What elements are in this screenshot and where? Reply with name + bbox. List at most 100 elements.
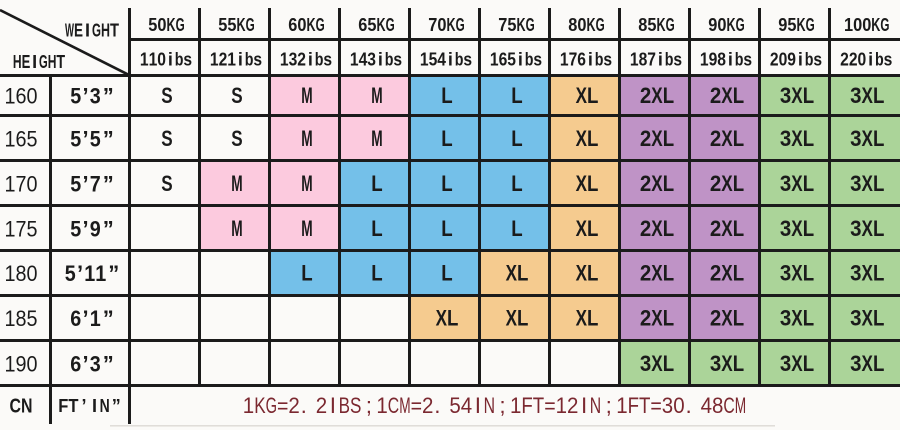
svg-text:M: M	[301, 171, 312, 196]
svg-text:s: s	[884, 50, 893, 70]
svg-text:T: T	[68, 396, 78, 416]
svg-text:L: L	[803, 351, 815, 376]
svg-text:i: i	[308, 50, 313, 70]
svg-text:L: L	[873, 216, 885, 241]
svg-text:T: T	[56, 52, 65, 72]
svg-text:H: H	[13, 52, 22, 72]
svg-text:’: ’	[81, 396, 86, 416]
svg-text:L: L	[873, 171, 885, 196]
svg-text:7: 7	[16, 172, 27, 197]
svg-text:s: s	[743, 50, 752, 70]
svg-text:G: G	[92, 21, 101, 41]
svg-text:i: i	[518, 50, 523, 70]
svg-text:i: i	[168, 50, 173, 70]
svg-text:X: X	[651, 126, 662, 151]
svg-text:5: 5	[27, 306, 38, 331]
svg-text:3: 3	[850, 351, 861, 376]
svg-text:L: L	[301, 261, 313, 286]
svg-text:3: 3	[850, 306, 861, 331]
svg-text:5: 5	[787, 14, 796, 35]
svg-text:s: s	[813, 50, 822, 70]
svg-text:1: 1	[90, 306, 101, 331]
svg-text:.: .	[301, 393, 307, 418]
svg-text:2: 2	[640, 261, 651, 286]
svg-text:7: 7	[428, 14, 437, 35]
svg-text:3: 3	[850, 126, 861, 151]
svg-text:L: L	[371, 216, 383, 241]
svg-text:5: 5	[507, 14, 516, 35]
svg-text:”: ”	[112, 396, 121, 416]
svg-text:0: 0	[27, 351, 38, 376]
svg-text:2: 2	[219, 50, 228, 70]
svg-text:L: L	[663, 126, 675, 151]
svg-text:X: X	[651, 216, 662, 241]
svg-text:L: L	[873, 83, 885, 108]
svg-text:’: ’	[82, 84, 88, 109]
svg-text:L: L	[733, 171, 745, 196]
svg-text:0: 0	[862, 14, 871, 35]
svg-text:X: X	[721, 261, 732, 286]
svg-text:X: X	[506, 306, 517, 331]
svg-text:X: X	[862, 216, 873, 241]
svg-text:2: 2	[316, 393, 327, 418]
svg-text:I: I	[330, 393, 336, 418]
svg-text:G: G	[596, 14, 605, 35]
svg-text:0: 0	[157, 50, 166, 70]
svg-text:X: X	[862, 351, 873, 376]
svg-text:8: 8	[639, 50, 648, 70]
svg-text:b: b	[385, 50, 394, 70]
svg-text:K: K	[587, 14, 597, 35]
svg-text:1: 1	[700, 50, 709, 70]
svg-text:7: 7	[647, 50, 656, 70]
svg-text:5: 5	[70, 172, 81, 197]
svg-text:X: X	[862, 83, 873, 108]
svg-text:1: 1	[616, 393, 627, 418]
svg-text:G: G	[316, 14, 325, 35]
svg-text:L: L	[441, 126, 453, 151]
svg-text:=: =	[650, 393, 661, 418]
svg-text:H: H	[48, 52, 57, 72]
svg-text:3: 3	[780, 126, 791, 151]
svg-text:L: L	[587, 83, 599, 108]
svg-text:G: G	[736, 14, 745, 35]
svg-text:K: K	[727, 14, 737, 35]
svg-text:9: 9	[787, 50, 796, 70]
svg-text:X: X	[791, 306, 802, 331]
svg-text:0: 0	[437, 14, 446, 35]
svg-text:0: 0	[673, 393, 684, 418]
svg-text:L: L	[663, 216, 675, 241]
svg-text:’: ’	[82, 306, 88, 331]
svg-text:L: L	[511, 83, 523, 108]
svg-text:b: b	[735, 50, 744, 70]
svg-text:6: 6	[577, 50, 586, 70]
svg-text:L: L	[587, 126, 599, 151]
svg-text:K: K	[517, 14, 527, 35]
svg-text:K: K	[307, 14, 317, 35]
svg-text:1: 1	[376, 393, 387, 418]
svg-text:X: X	[791, 351, 802, 376]
svg-text:0: 0	[717, 14, 726, 35]
svg-text:6: 6	[288, 14, 297, 35]
svg-text:1: 1	[844, 14, 853, 35]
svg-text:2: 2	[770, 50, 779, 70]
svg-text:N: N	[590, 393, 601, 418]
svg-text:1: 1	[5, 261, 16, 286]
svg-text:5: 5	[449, 393, 460, 418]
svg-text:.: .	[685, 393, 691, 418]
svg-text:s: s	[673, 50, 682, 70]
svg-text:2: 2	[710, 216, 721, 241]
svg-text:2: 2	[710, 306, 721, 331]
svg-text:L: L	[663, 306, 675, 331]
svg-text:L: L	[733, 306, 745, 331]
svg-text:L: L	[511, 216, 523, 241]
svg-text:’: ’	[82, 126, 88, 151]
svg-text:0: 0	[779, 50, 788, 70]
svg-text:s: s	[463, 50, 472, 70]
svg-text:6: 6	[16, 126, 27, 151]
svg-text:X: X	[651, 351, 662, 376]
svg-text:2: 2	[297, 50, 306, 70]
svg-text:=: =	[277, 393, 288, 418]
svg-text:b: b	[805, 50, 814, 70]
svg-text:S: S	[350, 393, 361, 418]
svg-text:K: K	[254, 393, 265, 418]
